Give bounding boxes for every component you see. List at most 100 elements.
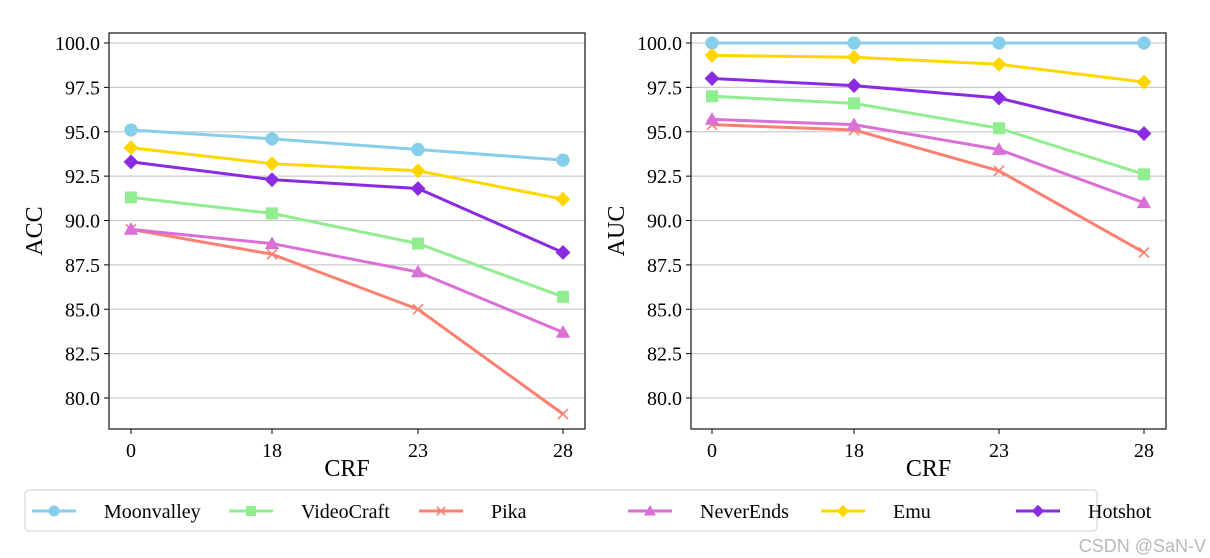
legend: Moonvalley VideoCraft Pika NeverEnds Emu Hots… xyxy=(24,489,1152,532)
legend-label: NeverEnds xyxy=(700,501,789,523)
series-emu xyxy=(704,47,1152,90)
y-tick-label: 97.5 xyxy=(647,77,682,99)
x-stroke xyxy=(412,303,424,315)
x-stroke xyxy=(557,408,569,420)
series-line xyxy=(130,128,564,162)
data-point xyxy=(556,153,570,167)
y-tick-label: 100.0 xyxy=(637,33,682,55)
data-point xyxy=(264,172,280,188)
data-point xyxy=(412,303,424,315)
series-moonvalley xyxy=(124,123,570,167)
data-point xyxy=(123,140,139,156)
series-line xyxy=(711,53,1145,84)
x-axis-label: CRF xyxy=(324,456,369,482)
data-point xyxy=(264,156,280,172)
y-tick-label: 87.5 xyxy=(647,255,682,277)
data-point xyxy=(846,49,862,65)
series-pika xyxy=(706,119,1150,259)
y-tick-label: 97.5 xyxy=(65,77,100,99)
data-point xyxy=(993,165,1005,177)
y-tick-label: 92.5 xyxy=(647,166,682,188)
axes-frame xyxy=(108,32,586,430)
y-axis-label: AUC xyxy=(604,206,630,257)
y-tick-label: 80.0 xyxy=(65,388,100,410)
series-moonvalley xyxy=(705,36,1151,50)
data-point xyxy=(993,122,1005,135)
y-tick-label: 95.0 xyxy=(65,122,100,144)
y-tick-label: 85.0 xyxy=(647,299,682,321)
x-stroke xyxy=(993,165,1005,177)
legend-marker xyxy=(644,505,656,516)
data-point xyxy=(704,71,720,86)
x-tick-label: 18 xyxy=(262,440,282,462)
data-point xyxy=(557,290,569,303)
data-point xyxy=(264,236,280,249)
data-point xyxy=(555,325,571,338)
legend-marker xyxy=(246,506,256,516)
series-line xyxy=(130,227,564,334)
x-stroke xyxy=(436,506,446,516)
y-tick-label: 90.0 xyxy=(647,211,682,233)
x-stroke xyxy=(1138,246,1150,259)
series-videocraft xyxy=(706,90,1150,181)
series-line xyxy=(711,117,1145,205)
x-tick-label: 0 xyxy=(707,440,717,462)
data-point xyxy=(1138,246,1150,259)
x-axis-label: CRF xyxy=(906,456,951,482)
data-point xyxy=(1136,74,1152,90)
data-point xyxy=(411,142,425,157)
data-point xyxy=(846,117,862,131)
legend-entry-pika: Pika xyxy=(419,501,527,523)
data-point xyxy=(266,207,278,220)
x-stroke xyxy=(266,248,278,260)
x-tick-label: 28 xyxy=(553,440,573,462)
data-point xyxy=(1136,195,1152,209)
series-neverends xyxy=(123,222,571,338)
data-point xyxy=(265,132,279,146)
series-pika xyxy=(125,223,569,420)
legend-marker xyxy=(1031,504,1045,518)
data-point xyxy=(410,163,426,179)
auc-plot: 80.0 82.5 85.0 87.5 90.0 92.5 95.0 97.5 100.0 0 18… xyxy=(604,32,1167,482)
data-point xyxy=(266,248,278,260)
data-point xyxy=(706,90,718,103)
data-point xyxy=(410,264,426,278)
y-tick-label: 100.0 xyxy=(55,33,100,55)
data-point xyxy=(991,142,1007,155)
watermark: CSDN @SaN-V xyxy=(1079,536,1206,556)
series-neverends xyxy=(704,112,1152,209)
y-tick-label: 90.0 xyxy=(65,211,100,233)
legend-label: Emu xyxy=(893,501,931,523)
series-hotshot xyxy=(704,71,1152,141)
data-point xyxy=(1136,126,1152,141)
legend-entry-hotshot: Hotshot xyxy=(1016,501,1152,523)
legend-frame xyxy=(24,489,1098,532)
x-tick-label: 23 xyxy=(989,440,1009,462)
series-line xyxy=(130,160,564,254)
series-videocraft xyxy=(125,191,569,303)
series-line xyxy=(130,195,564,299)
legend-label: Pika xyxy=(491,501,527,523)
data-point xyxy=(1138,168,1150,181)
data-point xyxy=(410,181,426,196)
legend-marker xyxy=(436,506,446,516)
legend-entry-moonvalley: Moonvalley xyxy=(32,501,201,523)
series-line xyxy=(711,123,1145,254)
data-point xyxy=(846,78,862,94)
series-line xyxy=(130,146,564,201)
legend-entry-videocraft: VideoCraft xyxy=(229,501,390,523)
data-point xyxy=(705,36,719,50)
x-tick-label: 28 xyxy=(1134,440,1154,462)
data-point xyxy=(555,191,571,207)
legend-label: Moonvalley xyxy=(104,501,201,523)
data-point xyxy=(991,90,1007,106)
data-point xyxy=(1137,36,1151,50)
y-axis-label: ACC xyxy=(22,206,48,255)
y-tick-label: 80.0 xyxy=(647,388,682,410)
data-point xyxy=(124,123,138,137)
data-point xyxy=(992,36,1006,50)
series-hotshot xyxy=(123,154,571,260)
y-tick-label: 87.5 xyxy=(65,255,100,277)
legend-label: VideoCraft xyxy=(301,501,390,523)
